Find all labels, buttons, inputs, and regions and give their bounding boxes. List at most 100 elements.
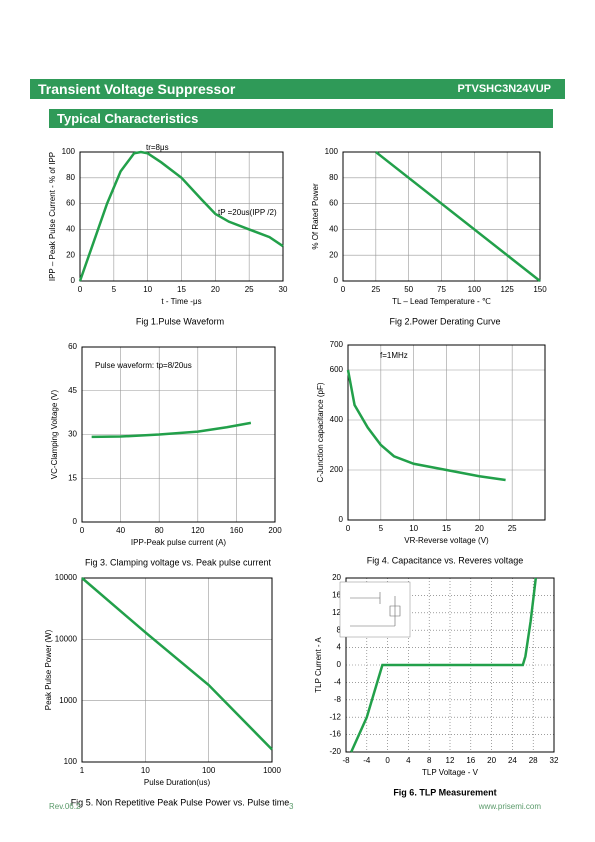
y-tick-label: 80	[66, 173, 75, 182]
y-axis-label: VC-Clamping Voltage (V)	[50, 389, 59, 479]
y-tick-label: 10000	[55, 634, 78, 643]
y-tick-label: 40	[66, 225, 75, 234]
x-tick-label: 50	[404, 285, 413, 294]
x-tick-label: 125	[500, 285, 514, 294]
y-tick-label: 30	[68, 430, 77, 439]
y-axis-label: TLP Current - A	[314, 637, 323, 693]
y-tick-label: 0	[73, 517, 78, 526]
y-tick-label: 700	[330, 340, 344, 349]
x-tick-label: 120	[191, 526, 205, 535]
header-title: Transient Voltage Suppressor	[38, 81, 236, 97]
figure-caption: Fig 1.Pulse Waveform	[136, 316, 224, 326]
y-tick-label: -20	[329, 747, 341, 756]
plot-frame	[81, 346, 276, 523]
data-line	[91, 421, 252, 439]
y-tick-label: 600	[330, 365, 344, 374]
x-tick-label: 4	[406, 756, 411, 765]
revision: Rev.06.2	[49, 802, 81, 811]
plot-frame	[345, 577, 555, 753]
y-tick-label: 16	[332, 591, 341, 600]
y-tick-label: 60	[68, 342, 77, 351]
x-tick-label: 75	[437, 285, 446, 294]
figure-caption: Fig 6. TLP Measurement	[393, 787, 496, 797]
y-tick-label: 15	[68, 473, 77, 482]
y-axis-label: C-Junction capacitance (pF)	[316, 382, 325, 482]
plot-frame	[81, 577, 273, 763]
annotation: tP =20us(IPP /2)	[218, 208, 277, 217]
y-axis-label: % Of Rated Power	[311, 183, 320, 250]
header-bar: Transient Voltage Suppressor PTVSHC3N24V…	[30, 79, 565, 99]
x-axis-label: VR-Reverse voltage (V)	[404, 536, 489, 545]
x-tick-label: 10	[409, 524, 418, 533]
y-tick-label: 60	[66, 199, 75, 208]
y-tick-label: 0	[337, 660, 342, 669]
y-tick-label: -4	[334, 678, 342, 687]
figure-caption: Fig 5. Non Repetitive Peak Pulse Power v…	[71, 797, 290, 807]
x-tick-label: 1000	[263, 766, 281, 775]
y-tick-label: -12	[329, 712, 341, 721]
y-tick-label: 8	[337, 625, 342, 634]
data-line	[346, 369, 506, 482]
x-tick-label: 0	[385, 756, 390, 765]
data-line	[78, 150, 284, 282]
x-tick-label: 28	[529, 756, 538, 765]
y-tick-label: 45	[68, 386, 77, 395]
data-line	[350, 577, 538, 753]
x-axis-label: TLP Voltage - V	[422, 768, 479, 777]
y-tick-label: 200	[330, 465, 344, 474]
circuit-inset	[339, 581, 411, 638]
x-tick-label: 25	[508, 524, 517, 533]
x-tick-label: 80	[155, 526, 164, 535]
x-tick-label: 5	[112, 285, 117, 294]
x-tick-label: 30	[279, 285, 288, 294]
x-tick-label: 16	[466, 756, 475, 765]
y-tick-label: 4	[337, 643, 342, 652]
x-tick-label: 20	[475, 524, 484, 533]
x-tick-label: 0	[341, 285, 346, 294]
plot-frame	[347, 344, 546, 521]
x-tick-label: 100	[202, 766, 216, 775]
section-title: Typical Characteristics	[57, 111, 199, 126]
y-tick-label: 40	[329, 225, 338, 234]
x-tick-label: 5	[379, 524, 384, 533]
x-tick-label: 15	[177, 285, 186, 294]
y-tick-label: 400	[330, 415, 344, 424]
y-axis-label: IPP – Peak Pulse Current - % of IPP	[48, 152, 57, 281]
figure-caption: Fig 3. Clamping voltage vs. Peak pulse c…	[85, 557, 272, 567]
x-tick-label: 20	[487, 756, 496, 765]
figure-caption: Fig 2.Power Derating Curve	[389, 316, 500, 326]
x-tick-label: 160	[230, 526, 244, 535]
y-tick-label: 100	[62, 147, 76, 156]
y-tick-label: 100	[64, 757, 78, 766]
x-tick-label: 150	[533, 285, 547, 294]
x-tick-label: 32	[550, 756, 559, 765]
figure-caption: Fig 4. Capacitance vs. Reveres voltage	[367, 555, 524, 565]
y-tick-label: 80	[329, 173, 338, 182]
x-tick-label: 20	[211, 285, 220, 294]
x-tick-label: 8	[427, 756, 432, 765]
x-axis-label: Pulse Duration(us)	[144, 778, 211, 787]
y-tick-label: 20	[332, 573, 341, 582]
plot-frame	[342, 151, 541, 282]
y-tick-label: 12	[332, 608, 341, 617]
data-line	[81, 577, 273, 751]
x-tick-label: 10	[141, 766, 150, 775]
annotation: f=1MHz	[380, 351, 408, 360]
part-number: PTVSHC3N24VUP	[457, 83, 551, 95]
y-tick-label: 0	[334, 276, 339, 285]
plot-frame	[79, 151, 284, 282]
y-tick-label: 60	[329, 199, 338, 208]
section-bar: Typical Characteristics	[49, 109, 553, 128]
x-tick-label: 12	[446, 756, 455, 765]
x-tick-label: 100	[468, 285, 482, 294]
y-tick-label: -16	[329, 730, 341, 739]
y-tick-label: 100	[325, 147, 339, 156]
y-tick-label: -8	[334, 695, 342, 704]
x-tick-label: 0	[78, 285, 83, 294]
x-tick-label: 40	[116, 526, 125, 535]
annotation: Pulse waveform: tp=8/20us	[95, 361, 192, 370]
page-number: 3	[289, 802, 294, 811]
annotation: tr=8μs	[146, 143, 169, 152]
